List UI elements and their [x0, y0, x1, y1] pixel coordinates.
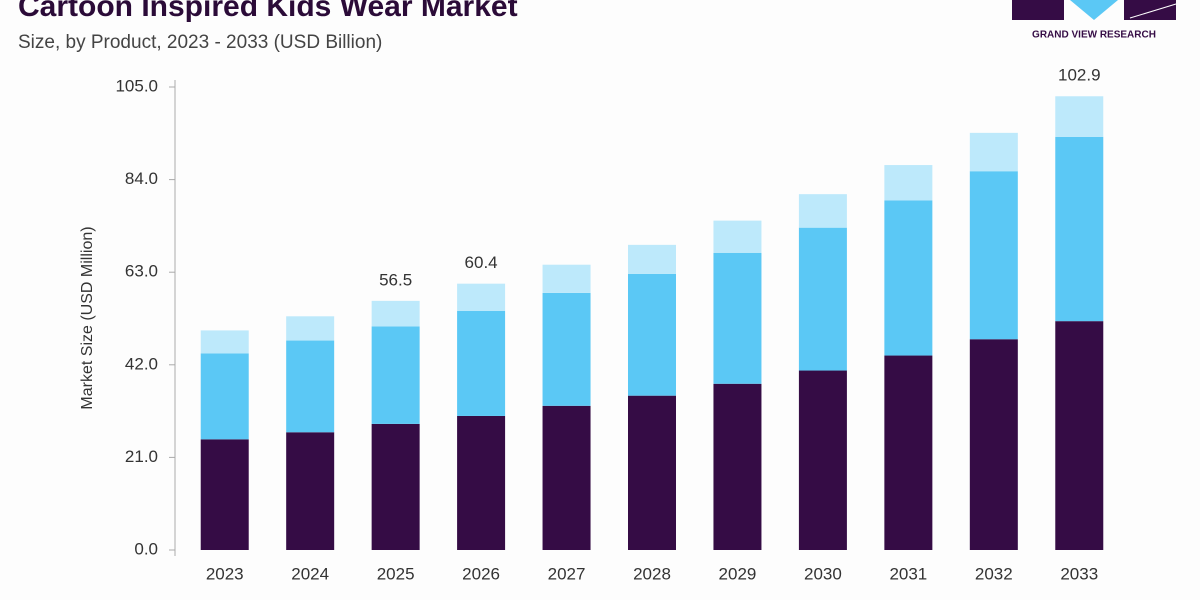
data-label: 102.9: [1058, 66, 1101, 85]
bar-segment: [457, 415, 506, 550]
bar-segment: [200, 330, 249, 354]
bar-segment: [371, 300, 420, 327]
bar-segment: [457, 311, 506, 416]
chart-title: Cartoon Inspired Kids Wear Market: [18, 0, 518, 23]
y-tick-label: 105.0: [115, 76, 158, 95]
bar-segment: [371, 423, 420, 550]
bar-segment: [713, 383, 762, 550]
x-tick-label: 2028: [633, 564, 671, 583]
bar-segment: [713, 252, 762, 384]
x-tick-label: 2027: [548, 564, 586, 583]
x-tick-label: 2025: [377, 564, 415, 583]
x-tick-label: 2030: [804, 564, 842, 583]
bar-segment: [1055, 96, 1104, 137]
x-tick-label: 2029: [719, 564, 757, 583]
x-tick-label: 2023: [206, 564, 244, 583]
y-tick-label: 84.0: [125, 169, 158, 188]
bar-segment: [628, 273, 676, 396]
bar-segment: [542, 264, 591, 293]
bar-segment: [371, 326, 420, 424]
y-tick-label: 0.0: [134, 539, 158, 558]
bar-segment: [798, 227, 847, 371]
chart-subtitle: Size, by Product, 2023 - 2033 (USD Billi…: [18, 32, 382, 53]
bar-segment: [713, 220, 762, 253]
data-label: 56.5: [379, 270, 412, 289]
brand-logo: GRAND VIEW RESEARCH: [1012, 0, 1177, 41]
bar-segment: [286, 340, 335, 433]
brand-name: GRAND VIEW RESEARCH: [1032, 30, 1156, 41]
data-label: 60.4: [465, 253, 498, 272]
x-tick-label: 2032: [975, 564, 1013, 583]
bar-segment: [542, 405, 591, 550]
y-axis-label: Market Size (USD Million): [79, 226, 96, 409]
bar-segment: [628, 244, 676, 274]
bar-segment: [200, 353, 249, 440]
bar-segment: [542, 292, 591, 406]
x-tick-label: 2031: [889, 564, 927, 583]
bar-segment: [884, 355, 933, 550]
bar-segment: [457, 283, 506, 312]
bar-segment: [969, 132, 1018, 172]
bar-segment: [286, 316, 335, 341]
bar-segment: [884, 165, 933, 201]
bar-segment: [1055, 321, 1104, 550]
bar-segment: [798, 370, 847, 550]
bar-segment: [884, 200, 933, 356]
bar-segment: [286, 432, 335, 550]
bar-segment: [1055, 136, 1104, 322]
bar-segment: [628, 395, 676, 550]
x-tick-label: 2026: [462, 564, 500, 583]
x-tick-label: 2024: [291, 564, 329, 583]
y-tick-label: 21.0: [125, 447, 158, 466]
bar-segment: [969, 171, 1018, 340]
bar-segment: [200, 439, 249, 550]
bar-segment: [798, 194, 847, 228]
x-tick-label: 2033: [1060, 564, 1098, 583]
y-tick-label: 42.0: [125, 354, 158, 373]
y-tick-label: 63.0: [125, 262, 158, 281]
bar-segment: [969, 339, 1018, 550]
